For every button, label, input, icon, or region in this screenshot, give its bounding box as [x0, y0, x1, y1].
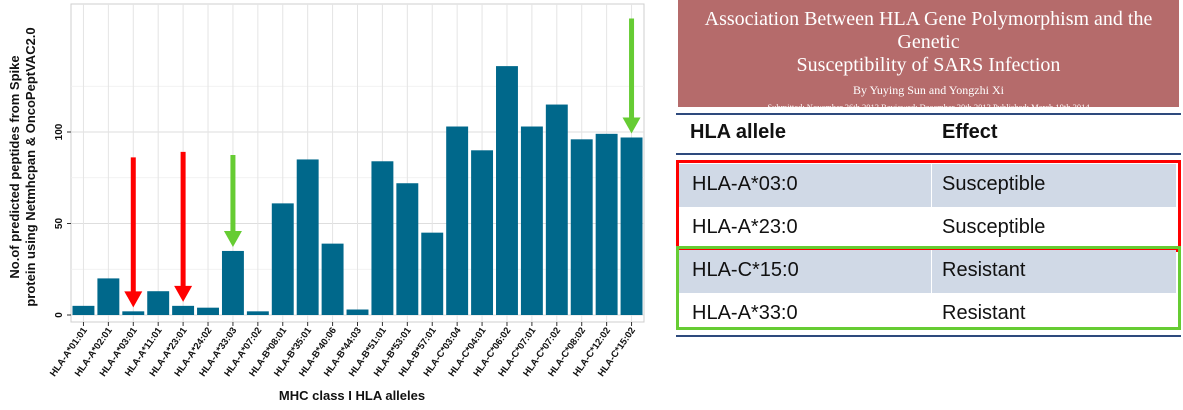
bar [147, 291, 170, 315]
bar [197, 307, 219, 315]
allele-cell: HLA-A*33:0 [692, 302, 798, 324]
bar [421, 232, 444, 315]
bar [371, 161, 394, 315]
annotation-arrow [174, 151, 193, 302]
effect-cell: Susceptible [942, 216, 1046, 238]
bar [570, 139, 593, 315]
paper-authors: By Yuying Sun and Yongzhi Xi [853, 83, 1004, 97]
chart-arrows [124, 18, 641, 308]
x-axis-ticks: HLA-A*01:01HLA-A*02:01HLA-A*03:01HLA-A*1… [48, 322, 638, 379]
table-row: HLA-A*03:0 Susceptible [679, 164, 1176, 207]
bar [271, 203, 294, 315]
x-axis-title: MHC class I HLA alleles [279, 388, 425, 403]
column-divider [931, 164, 932, 207]
y-tick-label: 50 [54, 218, 65, 230]
bar [496, 66, 518, 316]
annotation-arrow [223, 154, 242, 247]
paper-title-line1: Association Between HLA Gene Polymorphis… [704, 8, 1153, 53]
table-top-rule [676, 113, 1181, 115]
column-divider [931, 250, 932, 293]
bar [72, 305, 95, 315]
effect-cell: Susceptible [942, 173, 1046, 195]
paper-title-line2: Susceptibility of SARS Infection [796, 54, 1061, 76]
resistant-highlight-box [676, 246, 1181, 330]
y-axis-title-line2: protein using Netmhcpan & OncoPeptVAC2.0 [23, 27, 38, 306]
bar [520, 126, 543, 315]
table-bottom-rule [676, 335, 1181, 337]
bar [471, 150, 494, 315]
y-tick-label: 0 [54, 312, 65, 318]
table-row: HLA-A*23:0 Susceptible [679, 207, 1176, 250]
susceptible-highlight-box [676, 160, 1181, 252]
table-row: HLA-C*15:0 Resistant [679, 250, 1176, 293]
allele-cell: HLA-A*23:0 [692, 216, 798, 238]
bar [221, 250, 244, 315]
table-header-rule [676, 153, 1181, 155]
allele-cell: HLA-C*15:0 [692, 259, 799, 281]
y-axis-ticks: 0 50 100 [54, 123, 71, 318]
annotation-arrow [622, 18, 641, 134]
table-header-effect: Effect [942, 121, 998, 143]
effect-cell: Resistant [942, 259, 1026, 281]
bar [446, 126, 469, 315]
bar [595, 133, 618, 315]
bar-chart: 0 50 100 HLA-A*01:01HLA-A*02:01HLA-A*03:01… [7, 3, 645, 403]
bar [246, 311, 269, 315]
bar [172, 305, 195, 315]
chart-bars [72, 66, 643, 316]
allele-cell: HLA-A*03:0 [692, 173, 798, 195]
y-axis-title-line1: No.of predicted peptides from Spike [7, 55, 22, 278]
table-row: HLA-A*33:0 Resistant [679, 293, 1176, 336]
paper-header-banner: Association Between HLA Gene Polymorphis… [678, 0, 1179, 112]
bar [620, 137, 643, 315]
bar [97, 278, 120, 315]
bar [122, 311, 145, 315]
paper-dates: Submitted: November 26th 2013 Reviewed: … [767, 102, 1090, 112]
bar [545, 104, 568, 315]
bar [296, 159, 319, 315]
effect-cell: Resistant [942, 302, 1026, 324]
bar [396, 183, 419, 315]
annotation-arrow [124, 157, 143, 308]
bar [321, 243, 344, 315]
table-header-allele: HLA allele [690, 121, 786, 143]
y-tick-label: 100 [54, 123, 65, 140]
bar [346, 309, 369, 315]
